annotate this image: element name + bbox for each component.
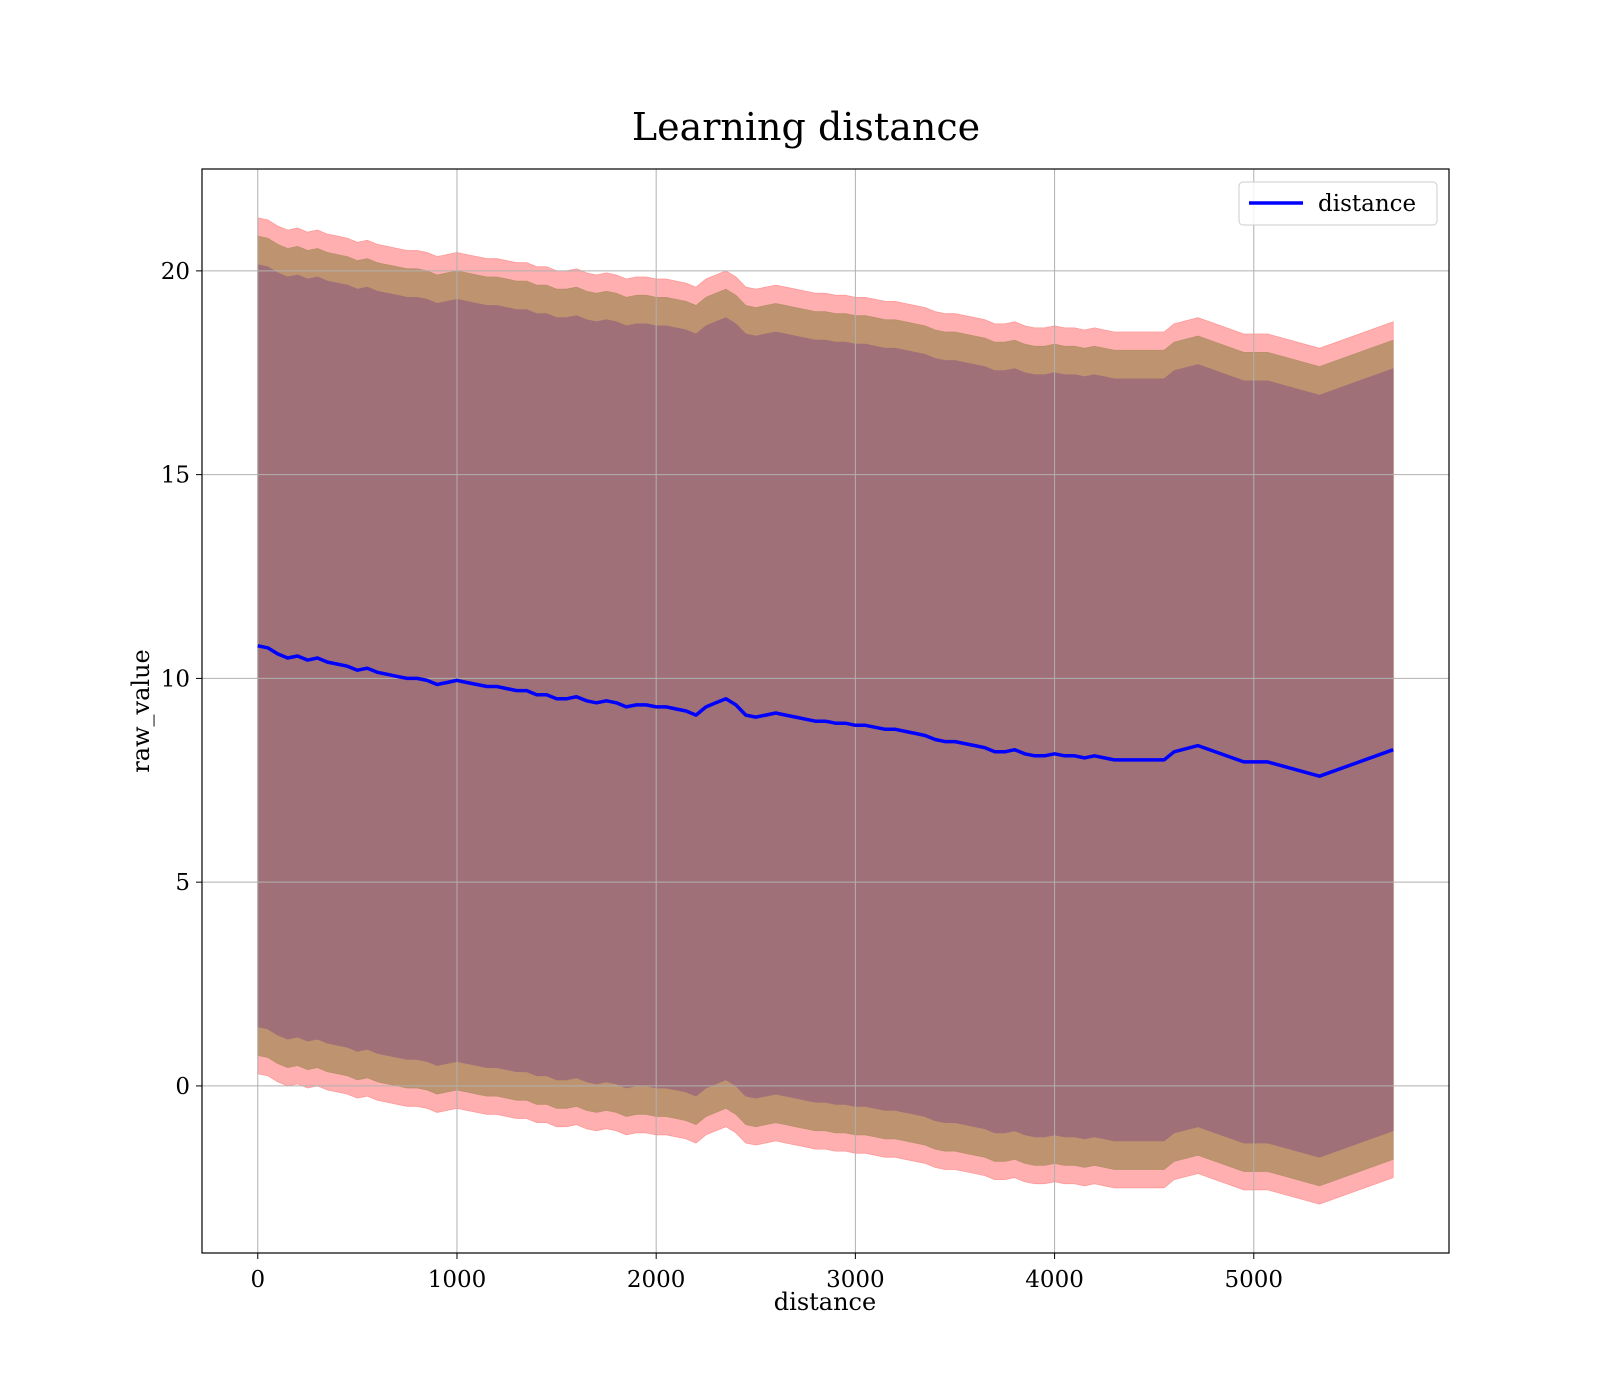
legend-entry-distance: distance [1318, 191, 1416, 217]
y-axis-label: raw_value [127, 649, 155, 773]
distance-line-layer [257, 644, 1394, 778]
chart-title: Learning distance [632, 105, 980, 149]
y-tick-label: 0 [175, 1074, 190, 1100]
x-tick-label: 2000 [627, 1267, 686, 1293]
x-axis-label: distance [774, 1288, 876, 1316]
x-tick-label: 0 [250, 1267, 265, 1293]
y-axis-ticks: 0 5 10 15 20 [161, 259, 202, 1100]
inner-band [257, 264, 1394, 1158]
x-axis-ticks: 0 1000 2000 3000 4000 5000 [250, 1253, 1283, 1293]
y-tick-label: 20 [161, 259, 190, 285]
distance-line [257, 644, 1394, 778]
y-tick-label: 10 [161, 666, 190, 692]
confidence-bands [257, 217, 1394, 1205]
x-tick-label: 3000 [826, 1267, 885, 1293]
y-tick-label: 15 [161, 463, 190, 489]
y-tick-label: 5 [175, 870, 190, 896]
legend-box [1238, 181, 1438, 226]
plot-frame [201, 168, 1450, 1254]
legend: distance [1238, 181, 1438, 226]
x-tick-label: 5000 [1225, 1267, 1284, 1293]
x-tick-label: 4000 [1025, 1267, 1084, 1293]
x-tick-label: 1000 [428, 1267, 487, 1293]
